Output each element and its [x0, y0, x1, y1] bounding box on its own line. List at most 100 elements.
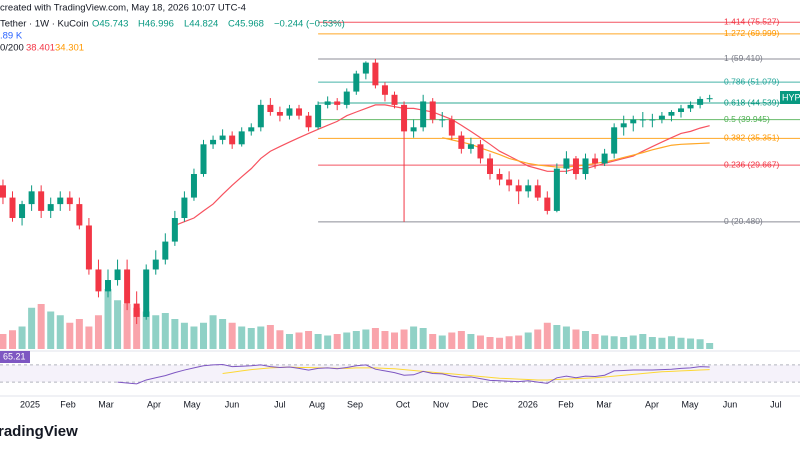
- volume-bar: [305, 331, 313, 349]
- volume-bar: [161, 313, 169, 349]
- ohlc-low: L44.824: [184, 19, 218, 30]
- candle-body: [515, 185, 522, 192]
- volume-bar: [543, 322, 551, 349]
- logo: radingView: [0, 423, 78, 440]
- candle-body: [152, 259, 159, 270]
- ma-legend-title: 0/200: [0, 43, 24, 54]
- x-tick-label: Jun: [225, 399, 240, 409]
- volume-bar: [314, 334, 322, 349]
- ohlc-open: O45.743: [92, 19, 128, 30]
- volume-bar: [285, 334, 293, 349]
- x-tick-label: Dec: [472, 399, 489, 409]
- volume-layer: [0, 289, 714, 349]
- volume-bar: [639, 334, 647, 349]
- candle-body: [391, 94, 398, 105]
- fib-label: 1 (59.410): [724, 53, 763, 63]
- volume-bar: [276, 330, 284, 349]
- volume-bar: [18, 326, 26, 349]
- volume-bar: [524, 332, 532, 349]
- volume-bar: [591, 334, 599, 349]
- volume-bar: [467, 334, 475, 349]
- candle-body: [544, 197, 551, 211]
- candle-body: [467, 144, 474, 149]
- volume-bar: [209, 315, 217, 349]
- volume-bar: [104, 289, 112, 349]
- candle-body: [525, 185, 532, 192]
- candle-body: [238, 131, 245, 145]
- candle-body: [76, 204, 83, 226]
- volume-bar: [687, 338, 695, 349]
- candle-body: [601, 153, 608, 164]
- volume-bar: [553, 325, 561, 349]
- candle-body: [372, 62, 379, 86]
- candle-body: [0, 185, 6, 198]
- candle-body: [171, 218, 178, 242]
- x-tick-label: Apr: [147, 399, 161, 409]
- candle-body: [477, 144, 484, 159]
- x-tick-label: Feb: [60, 399, 76, 409]
- ohlc-change: −0.244 (−0.53%): [274, 19, 345, 30]
- candle-body: [296, 108, 303, 116]
- volume-bar: [496, 337, 504, 349]
- candle-body: [9, 197, 16, 219]
- candle-body: [286, 108, 293, 116]
- candle-body: [687, 104, 694, 109]
- volume-bar: [371, 328, 379, 349]
- price-tag: HYPE: [782, 92, 800, 102]
- volume-bar: [228, 322, 236, 349]
- volume-bar: [171, 319, 179, 349]
- price-tag-box: [780, 91, 800, 104]
- volume-bar: [515, 335, 523, 349]
- volume-bar: [696, 339, 704, 349]
- volume-bar: [457, 331, 465, 349]
- volume-bar: [658, 337, 666, 349]
- volume-bar: [486, 337, 494, 349]
- candle-body: [534, 185, 541, 198]
- candle-body: [668, 111, 675, 116]
- fib-label: 0.786 (51.079): [724, 76, 779, 86]
- candle-body: [381, 85, 388, 95]
- candle-body: [439, 119, 446, 121]
- x-tick-label: Feb: [558, 399, 574, 409]
- candle-body: [190, 174, 197, 198]
- volume-bar: [37, 304, 45, 349]
- volume-bar: [219, 319, 227, 349]
- volume-bar: [429, 334, 437, 349]
- volume-bar: [333, 334, 341, 349]
- x-tick-label: Oct: [396, 399, 411, 409]
- candle-body: [38, 191, 45, 211]
- volume-bar: [562, 326, 570, 349]
- candle-body: [57, 197, 64, 205]
- candle-body: [410, 127, 417, 132]
- candle-body: [162, 241, 169, 260]
- ma-legend-value: 38.401: [26, 43, 55, 54]
- rsi-label: 65.21: [3, 351, 26, 361]
- x-tick-label: 2025: [20, 399, 40, 409]
- candle-body: [697, 98, 704, 105]
- candle-body: [649, 119, 656, 121]
- rsi-ma-line: [222, 366, 710, 381]
- candle-body: [334, 101, 341, 105]
- candle-body: [496, 174, 503, 180]
- volume-bar: [648, 337, 656, 349]
- x-tick-label: May: [183, 399, 201, 409]
- volume-bar: [362, 329, 370, 349]
- credit: created with TradingView.com, May 18, 20…: [0, 3, 246, 14]
- x-tick-label: Apr: [645, 399, 659, 409]
- ma-legend-value: 34.301: [55, 43, 84, 54]
- volume-bar: [505, 336, 513, 349]
- candle-body: [19, 204, 26, 219]
- candle-body: [582, 158, 589, 175]
- candle-body: [420, 101, 427, 128]
- candle-body: [630, 119, 637, 124]
- x-tick-label: Sep: [347, 399, 363, 409]
- rsi-label-box: [0, 351, 30, 363]
- x-tick-label: Jun: [723, 399, 738, 409]
- candle-body: [362, 62, 369, 74]
- candle-body: [66, 197, 73, 205]
- volume-bar: [476, 335, 484, 349]
- candle-body: [95, 269, 102, 292]
- x-tick-label: May: [681, 399, 699, 409]
- candle-body: [200, 144, 207, 175]
- x-tick-label: 2026: [518, 399, 538, 409]
